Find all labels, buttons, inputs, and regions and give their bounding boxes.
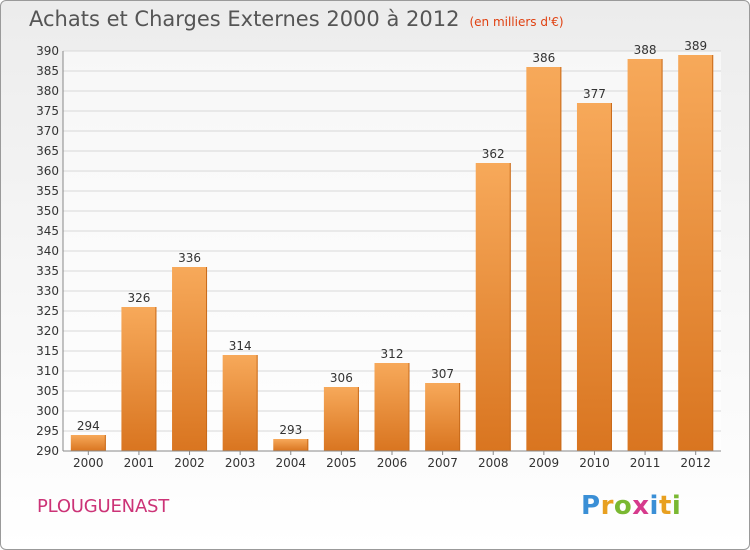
x-tick-label: 2006 <box>377 456 408 470</box>
data-label: 386 <box>532 51 555 65</box>
y-tick-label: 375 <box>36 104 59 118</box>
x-tick-label: 2011 <box>630 456 661 470</box>
data-label: 293 <box>279 423 302 437</box>
data-label: 326 <box>127 291 150 305</box>
bars: 294 326 336 314 293 306 312 307 362 386 377 388 389 <box>70 39 714 451</box>
data-label: 314 <box>229 339 252 353</box>
x-tick-label: 2002 <box>174 456 205 470</box>
data-label: 336 <box>178 251 201 265</box>
proxiti-logo: Proxiti <box>581 491 681 521</box>
data-label: 389 <box>684 39 707 53</box>
x-tick-label: 2008 <box>478 456 509 470</box>
chart-unit: (en milliers d'€) <box>469 15 564 29</box>
y-tick-label: 290 <box>36 444 59 458</box>
bar <box>576 103 612 451</box>
y-tick-label: 305 <box>36 384 59 398</box>
y-tick-label: 355 <box>36 184 59 198</box>
data-label: 388 <box>634 43 657 57</box>
logo-letter: P <box>581 491 601 521</box>
y-tick-label: 345 <box>36 224 59 238</box>
data-label: 312 <box>381 347 404 361</box>
bar <box>526 67 562 451</box>
bar <box>323 387 359 451</box>
y-tick-label: 310 <box>36 364 59 378</box>
bar <box>222 355 258 451</box>
data-label: 307 <box>431 367 454 381</box>
y-tick-label: 340 <box>36 244 59 258</box>
bar <box>172 267 208 451</box>
logo-letter: r <box>600 491 614 521</box>
data-label: 306 <box>330 371 353 385</box>
logo-letter: i <box>649 491 659 521</box>
y-tick-label: 295 <box>36 424 59 438</box>
y-tick-label: 320 <box>36 324 59 338</box>
y-tick-label: 385 <box>36 64 59 78</box>
bar <box>678 55 714 451</box>
x-tick-label: 2003 <box>225 456 256 470</box>
y-tick-label: 325 <box>36 304 59 318</box>
bar <box>121 307 157 451</box>
y-tick-label: 330 <box>36 284 59 298</box>
x-tick-label: 2010 <box>579 456 610 470</box>
logo-letter: x <box>632 491 650 521</box>
logo-letter: o <box>613 491 633 521</box>
logo-letter: t <box>658 491 672 521</box>
commune-name: PLOUGUENAST <box>37 496 170 517</box>
data-label: 294 <box>77 419 100 433</box>
data-label: 377 <box>583 87 606 101</box>
data-label: 362 <box>482 147 505 161</box>
x-tick-label: 2005 <box>326 456 357 470</box>
bar <box>273 439 309 451</box>
y-tick-label: 350 <box>36 204 59 218</box>
y-tick-label: 360 <box>36 164 59 178</box>
x-tick-label: 2000 <box>73 456 104 470</box>
x-tick-label: 2009 <box>529 456 560 470</box>
y-tick-label: 300 <box>36 404 59 418</box>
bar <box>627 59 663 451</box>
y-tick-label: 390 <box>36 44 59 58</box>
bar <box>70 435 106 451</box>
x-tick-label: 2007 <box>427 456 458 470</box>
y-tick-label: 315 <box>36 344 59 358</box>
bar <box>374 363 410 451</box>
y-tick-label: 335 <box>36 264 59 278</box>
logo-letter: i <box>671 491 682 521</box>
chart-title: Achats et Charges Externes 2000 à 2012 (e… <box>29 7 564 31</box>
bar <box>425 383 461 451</box>
axes: 290 295 300 305 310 315 320 325 330 335 340 345 350 3… <box>36 44 721 470</box>
x-tick-label: 2012 <box>680 456 711 470</box>
bar <box>475 163 511 451</box>
x-tick-label: 2001 <box>124 456 155 470</box>
y-tick-label: 380 <box>36 84 59 98</box>
y-tick-label: 365 <box>36 144 59 158</box>
y-tick-label: 370 <box>36 124 59 138</box>
x-tick-label: 2004 <box>275 456 306 470</box>
